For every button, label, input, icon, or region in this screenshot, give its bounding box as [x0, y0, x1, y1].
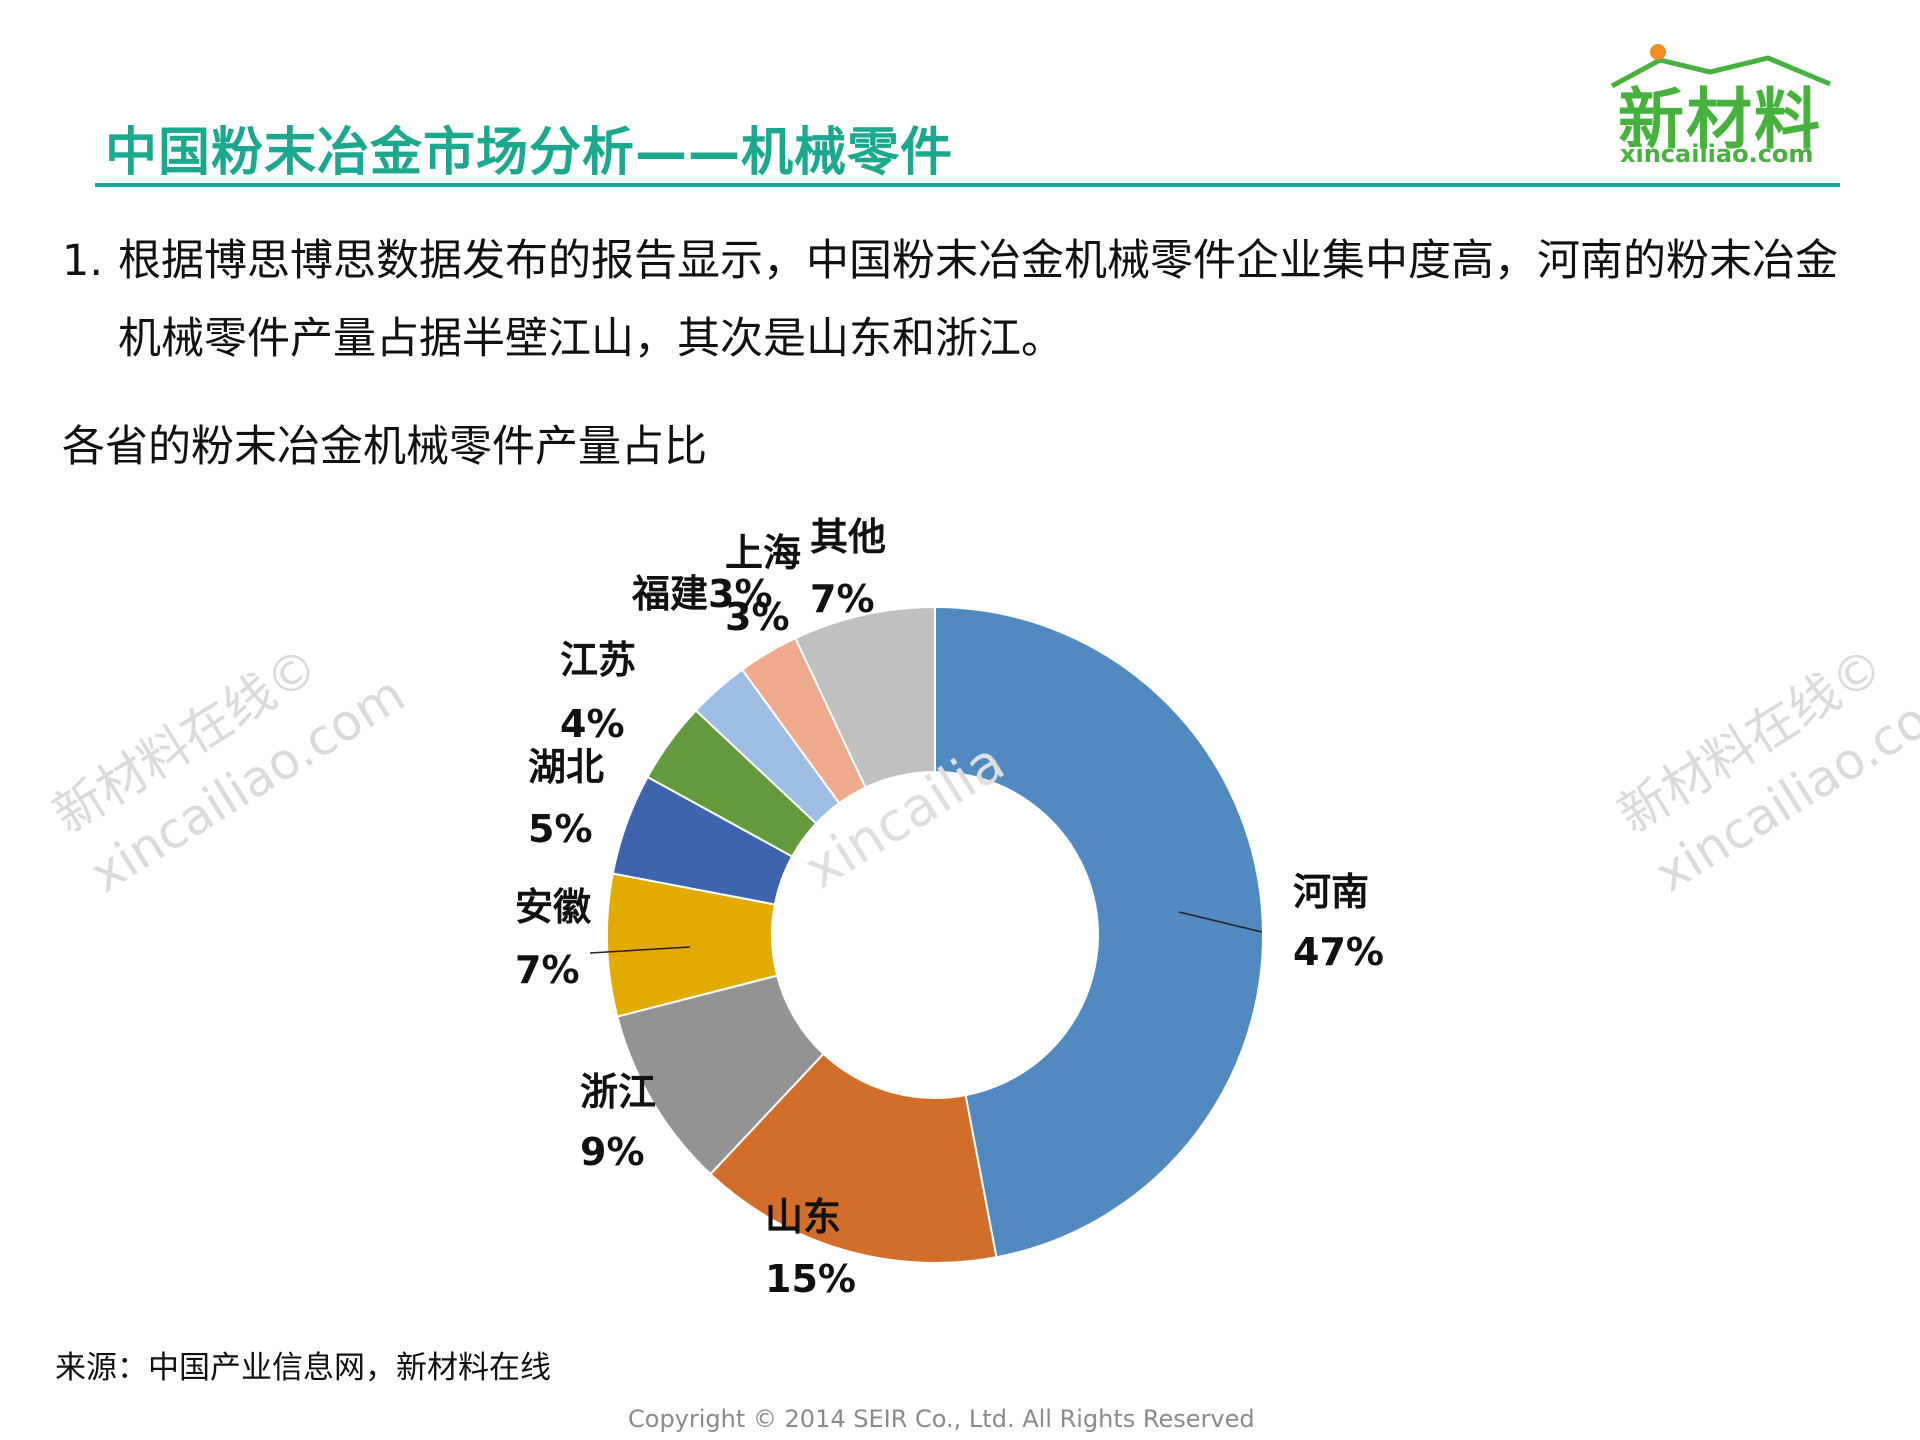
logo-sun-icon [1650, 44, 1666, 60]
donut-slice-9 [794, 605, 936, 789]
paragraph-text: 根据博思博思数据发布的报告显示，中国粉末冶金机械零件企业集中度高，河南的粉末冶金… [118, 236, 1838, 364]
logo-roof-icon [1610, 55, 1831, 88]
slice-value-4: 7% [515, 948, 580, 992]
title-divider [95, 183, 1840, 187]
leader-line-1 [1178, 911, 1263, 933]
slice-label-4: 安徽 [515, 885, 592, 929]
leader-line-4 [589, 946, 691, 954]
source-note: 来源：中国产业信息网，新材料在线 [55, 1350, 551, 1386]
donut-slice-2 [709, 1052, 998, 1264]
chart-caption: 各省的粉末冶金机械零件产量占比 [62, 422, 707, 472]
slice-value-3: 9% [580, 1130, 645, 1174]
slice-value-6: 4% [560, 702, 625, 746]
logo-text: 新材料 [1618, 81, 1822, 158]
slice-label-5: 湖北 [528, 745, 604, 789]
slice-label-2: 山东 [765, 1195, 841, 1239]
intro-paragraph: 1. 根据博思博思数据发布的报告显示，中国粉末冶金机械零件企业集中度高，河南的粉… [62, 222, 1852, 378]
slice-label-9: 其他 [810, 515, 886, 559]
slice-label-7: 福建3% [631, 572, 773, 616]
copyright: Copyright © 2014 SEIR Co., Ltd. All Righ… [628, 1405, 1255, 1433]
slice-value-9: 7% [810, 577, 875, 621]
slice-value-2: 15% [765, 1257, 856, 1301]
slice-value-1: 47% [1293, 930, 1384, 974]
slice-label-3: 浙江 [580, 1070, 656, 1114]
paragraph-number: 1. [62, 236, 104, 286]
logo-url: xincailiao.com [1620, 140, 1814, 168]
donut-slice-1 [934, 605, 1264, 1259]
slice-label-6: 江苏 [560, 638, 636, 682]
slice-label-8: 上海 [725, 531, 801, 575]
slide-title: 中国粉末冶金市场分析——机械零件 [105, 123, 954, 183]
slice-label-1: 河南 [1293, 870, 1369, 914]
brand-logo: 新材料 xincailiao.com [1590, 40, 1850, 170]
slice-value-5: 5% [528, 807, 593, 851]
slice-value-8: 3% [725, 595, 790, 639]
